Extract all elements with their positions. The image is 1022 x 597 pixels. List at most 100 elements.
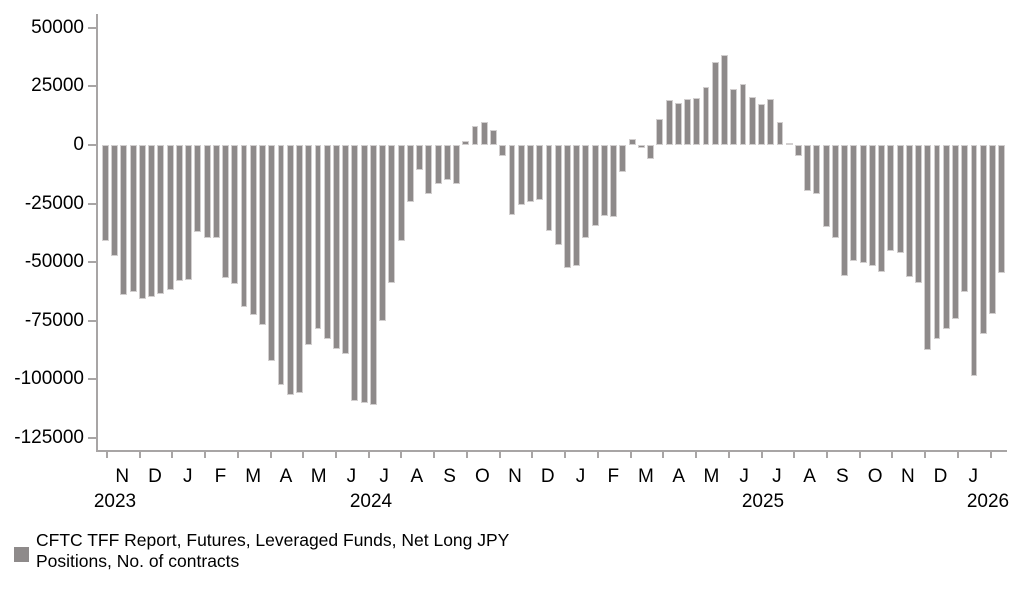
bar [314,145,322,329]
bar [545,145,553,232]
y-axis-line [96,14,98,452]
bar [924,145,932,351]
bar [721,54,728,145]
bar [813,145,821,195]
x-tick [891,451,894,458]
bar [767,98,775,145]
bar [425,145,433,194]
bar [203,145,211,238]
x-month-label: D [540,466,555,487]
y-tick-label: -100000 [14,368,84,390]
y-tick-label: 25000 [31,75,84,97]
x-month-label: N [115,466,130,487]
x-month-label: A [803,466,816,487]
bar [388,145,396,283]
bar [536,145,544,201]
bar [351,145,359,402]
bar [185,145,193,280]
x-tick [662,451,665,458]
bar [175,145,183,282]
bar [582,145,590,239]
bar [970,145,978,376]
x-month-label: A [410,466,424,487]
bar [610,145,618,217]
bar [527,145,534,202]
bar [148,145,156,298]
bar [120,145,128,296]
bar [887,145,895,252]
bar [878,145,886,273]
y-tick-label: -125000 [14,427,84,448]
bar [776,121,784,145]
bar [564,145,571,268]
bar [647,145,655,159]
bar [979,145,987,334]
y-tick [88,437,96,439]
bar [249,145,257,315]
x-tick [989,451,992,458]
x-tick [367,451,370,458]
legend-label-line-2: Positions, No. of contracts [36,551,240,571]
bar [471,126,479,145]
x-axis-line [96,450,1007,452]
x-month-label: D [933,466,948,487]
legend-label: CFTC TFF Report, Futures, Leveraged Fund… [36,530,509,572]
bar [129,145,137,292]
x-tick [825,451,828,458]
x-month-label: A [672,466,686,487]
bar [259,145,266,326]
bar [296,145,303,394]
bar [573,145,581,267]
x-tick [760,451,763,458]
bar [758,104,765,145]
bar [462,141,470,145]
bar [369,145,377,405]
bar [850,145,858,262]
bar [286,145,294,395]
bar [665,100,673,145]
bar [831,145,839,239]
x-month-label: N [900,466,915,487]
bar [961,145,969,293]
bar [517,145,525,205]
x-month-label: J [575,466,586,487]
bar [416,145,424,171]
bar [841,145,849,277]
bar [674,102,682,145]
y-tick [88,319,96,322]
y-tick [88,26,96,29]
y-tick [88,202,96,205]
bar [490,129,497,145]
bar [480,122,488,145]
bar [896,145,904,254]
bar [554,145,562,245]
bar [998,145,1006,273]
bar [342,145,350,354]
bar [711,62,719,145]
x-tick [204,451,207,458]
x-tick [498,451,501,458]
bar [443,145,451,181]
bar [952,145,959,319]
bar [434,145,442,184]
x-tick [596,451,599,458]
x-tick [105,451,108,458]
bar [102,145,109,242]
y-tick-label: -75000 [24,309,84,331]
x-year-label: 2026 [966,491,1010,512]
y-tick-label: 0 [73,134,84,155]
x-tick [302,451,305,458]
bar [323,145,331,339]
bar [499,145,507,157]
y-tick [88,144,96,146]
bar [989,145,996,314]
bar [240,145,248,308]
bar [804,145,812,191]
x-month-label: F [607,466,620,487]
x-tick [531,451,534,458]
bar [619,145,627,172]
x-tick [236,451,239,458]
bar [656,118,664,145]
bar [379,145,387,321]
bar [268,145,276,362]
